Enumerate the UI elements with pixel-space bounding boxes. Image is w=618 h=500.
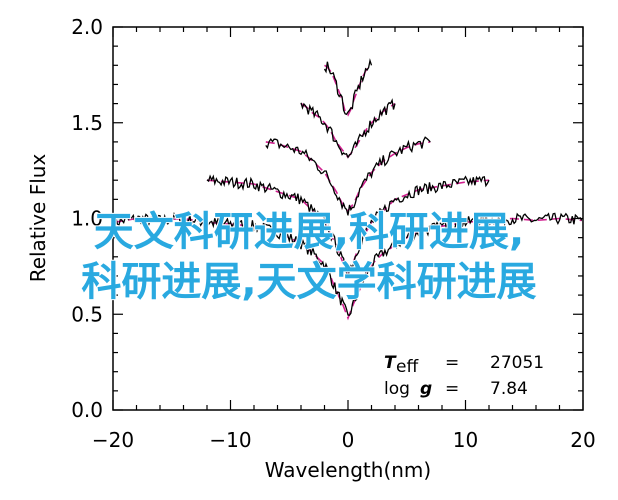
teff-symbol: T xyxy=(384,353,397,373)
logg-symbol: log xyxy=(384,379,410,399)
teff-subscript: eff xyxy=(396,357,419,377)
observed-line xyxy=(113,211,583,316)
observed-line xyxy=(323,58,373,116)
y-tick-label: 1.5 xyxy=(71,111,103,135)
overlay-text-line-1: 天文科研进展,科研进展, xyxy=(93,209,525,255)
logg-g: g xyxy=(420,379,432,399)
model-line xyxy=(206,179,490,274)
x-tick-label: 0 xyxy=(342,428,355,452)
y-tick-label: 1.0 xyxy=(71,207,103,231)
model-line xyxy=(114,217,582,321)
x-tick-label: −20 xyxy=(92,428,134,452)
x-tick-label: −10 xyxy=(209,428,251,452)
y-tick-label: 0.0 xyxy=(71,398,103,422)
annotation-teff: T eff = 27051 xyxy=(384,353,544,377)
observed-lines xyxy=(113,58,583,316)
teff-value: 27051 xyxy=(490,353,544,373)
y-tick-label: 2.0 xyxy=(71,15,103,39)
observed-line xyxy=(265,136,431,216)
x-tick-label: 10 xyxy=(453,428,478,452)
model-line xyxy=(265,141,431,213)
y-axis-label: Relative Flux xyxy=(26,154,50,283)
axis-ticks xyxy=(112,26,584,411)
logg-value: 7.84 xyxy=(490,379,528,399)
annotation-logg: log g = 7.84 xyxy=(384,379,528,399)
tick-labels: −20 −10 0 10 20 0.0 0.5 1.0 1.5 2.0 xyxy=(71,15,596,452)
y-tick-label: 0.5 xyxy=(71,302,103,326)
observed-line xyxy=(206,174,490,278)
teff-equals: = xyxy=(445,353,459,373)
model-line xyxy=(324,64,372,117)
logg-equals: = xyxy=(445,379,459,399)
observed-line xyxy=(300,98,396,159)
overlay-text-line-2: 科研进展,天文学科研进展 xyxy=(80,259,537,305)
x-axis-label: Wavelength(nm) xyxy=(265,458,431,482)
x-tick-label: 20 xyxy=(570,428,595,452)
